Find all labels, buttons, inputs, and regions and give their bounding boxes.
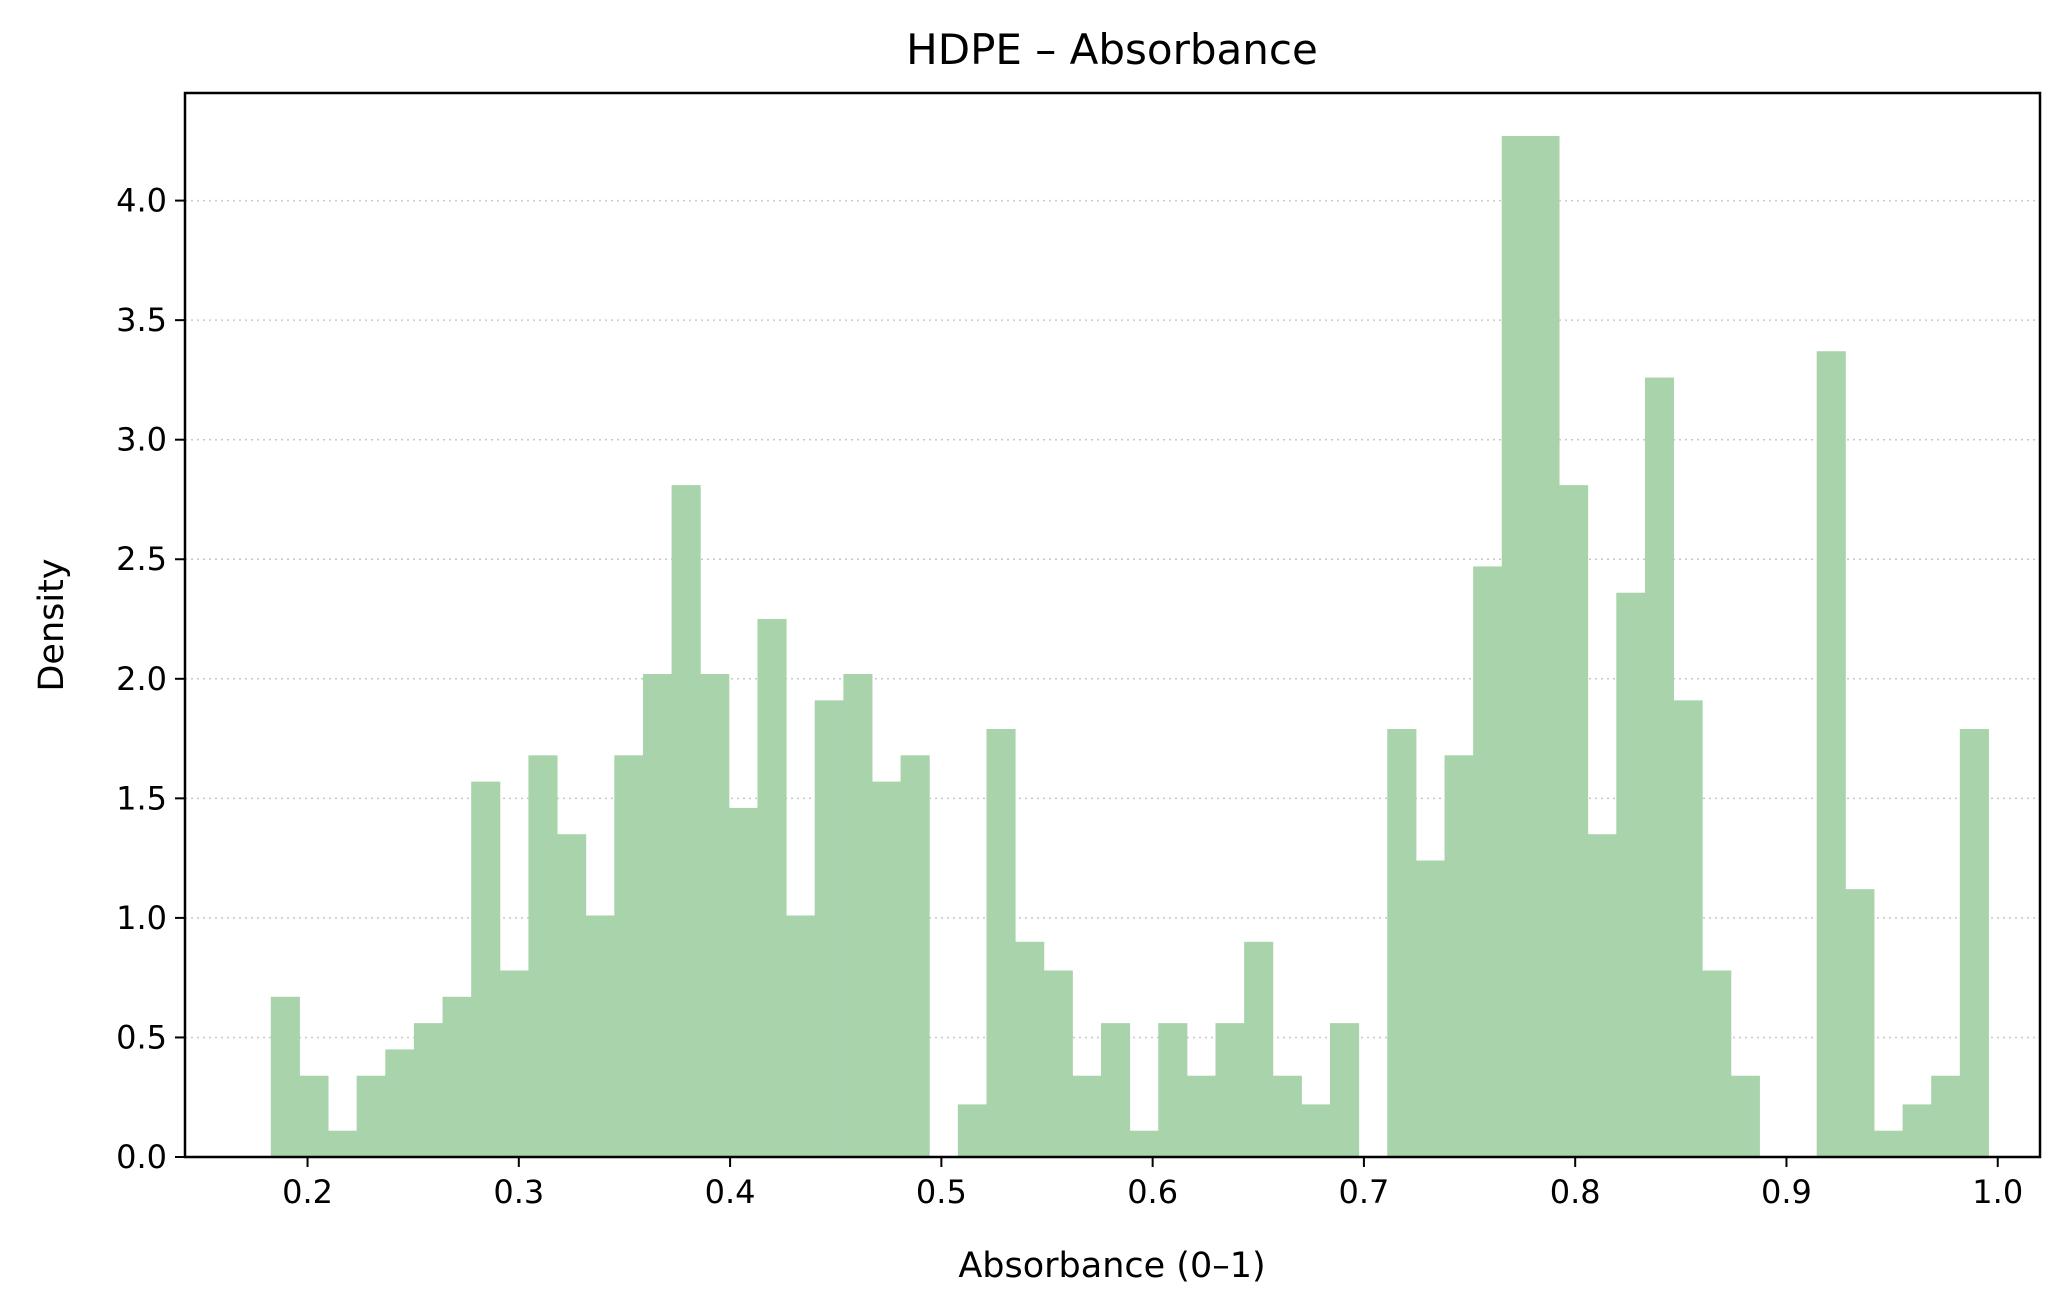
histogram-bar bbox=[843, 674, 873, 1157]
histogram-bar bbox=[299, 1075, 329, 1157]
x-axis-label: Absorbance (0–1) bbox=[958, 1246, 1265, 1286]
histogram-bars bbox=[270, 136, 1989, 1157]
histogram-bar bbox=[1501, 136, 1531, 1157]
histogram-bar bbox=[1272, 1075, 1302, 1157]
histogram-bar bbox=[1702, 970, 1732, 1157]
histogram-bar bbox=[986, 729, 1016, 1157]
histogram-bar bbox=[528, 755, 558, 1157]
histogram-bar bbox=[671, 485, 701, 1157]
histogram-bar bbox=[614, 755, 644, 1157]
histogram-bar bbox=[814, 700, 844, 1157]
histogram-bar bbox=[1559, 485, 1589, 1157]
y-tick-label: 2.0 bbox=[116, 660, 167, 698]
histogram-bar bbox=[1873, 1130, 1904, 1157]
y-tick-label: 0.5 bbox=[116, 1018, 167, 1056]
grid-lines bbox=[185, 199, 2040, 1039]
chart-title: HDPE – Absorbance bbox=[906, 25, 1318, 74]
histogram-bar bbox=[900, 755, 930, 1157]
histogram-bar bbox=[871, 781, 902, 1157]
x-tick-label: 0.7 bbox=[1338, 1173, 1389, 1211]
x-tick-label: 1.0 bbox=[1972, 1173, 2023, 1211]
histogram-bar bbox=[1530, 136, 1560, 1157]
y-tick-label: 3.0 bbox=[116, 421, 167, 459]
histogram-bar bbox=[385, 1049, 415, 1157]
histogram-bar bbox=[1244, 941, 1274, 1157]
histogram-bar bbox=[1330, 1023, 1360, 1157]
histogram-bar bbox=[728, 807, 758, 1157]
histogram-bar bbox=[1931, 1075, 1961, 1157]
histogram-bar bbox=[957, 1104, 987, 1157]
histogram-bar bbox=[499, 970, 529, 1157]
x-tick-label: 0.6 bbox=[1127, 1173, 1178, 1211]
histogram-bar bbox=[1186, 1075, 1216, 1157]
histogram-bar bbox=[786, 915, 816, 1157]
y-axis-label: Density bbox=[32, 558, 72, 691]
y-axis-ticks: 0.0 0.5 1.0 1.5 2.0 2.5 3.0 3.5 4.0 bbox=[116, 182, 185, 1176]
histogram-bar bbox=[1415, 860, 1446, 1157]
x-axis-ticks: 0.2 0.3 0.4 0.5 0.6 0.7 0.8 0.9 1.0 bbox=[282, 1157, 2023, 1211]
x-tick-label: 0.5 bbox=[916, 1173, 967, 1211]
histogram-bar bbox=[1816, 351, 1846, 1157]
histogram-bar bbox=[557, 834, 587, 1157]
histogram-bar bbox=[1959, 729, 1989, 1157]
x-tick-label: 0.8 bbox=[1550, 1173, 1601, 1211]
histogram-bar bbox=[1015, 941, 1045, 1157]
histogram-bar bbox=[471, 781, 501, 1157]
histogram-bar bbox=[1616, 592, 1646, 1157]
y-tick-label: 1.5 bbox=[116, 779, 167, 817]
histogram-bar bbox=[442, 996, 472, 1157]
histogram-bar bbox=[1473, 566, 1503, 1157]
y-tick-label: 3.5 bbox=[116, 301, 167, 339]
histogram-bar bbox=[585, 915, 615, 1157]
histogram-bar bbox=[700, 674, 730, 1157]
histogram-bar bbox=[1301, 1104, 1331, 1157]
histogram-bar bbox=[1673, 700, 1703, 1157]
histogram-bar bbox=[356, 1075, 386, 1157]
x-tick-label: 0.4 bbox=[705, 1173, 756, 1211]
histogram-bar bbox=[1100, 1023, 1131, 1157]
y-tick-label: 0.0 bbox=[116, 1138, 167, 1176]
histogram-bar bbox=[1129, 1130, 1159, 1157]
histogram-bar bbox=[1644, 377, 1675, 1157]
histogram-bar bbox=[1902, 1104, 1932, 1157]
x-tick-label: 0.9 bbox=[1761, 1173, 1812, 1211]
histogram-bar bbox=[1444, 755, 1474, 1157]
y-tick-label: 1.0 bbox=[116, 899, 167, 937]
histogram-bar bbox=[1215, 1023, 1245, 1157]
histogram-bar bbox=[1043, 970, 1073, 1157]
x-tick-label: 0.2 bbox=[282, 1173, 333, 1211]
y-tick-label: 4.0 bbox=[116, 182, 167, 220]
histogram-bar bbox=[1845, 889, 1875, 1157]
histogram-bar bbox=[642, 674, 673, 1157]
histogram-bar bbox=[328, 1130, 358, 1157]
x-tick-label: 0.3 bbox=[493, 1173, 544, 1211]
histogram-bar bbox=[1587, 834, 1617, 1157]
histogram-bar bbox=[757, 619, 787, 1157]
plot-frame bbox=[183, 91, 2042, 1159]
histogram-bar bbox=[413, 1023, 444, 1157]
histogram-bar bbox=[1387, 729, 1417, 1157]
histogram-bar bbox=[1730, 1075, 1760, 1157]
histogram-bar bbox=[1158, 1023, 1188, 1157]
histogram-bar bbox=[1072, 1075, 1102, 1157]
histogram-bar bbox=[270, 996, 300, 1157]
y-tick-label: 2.5 bbox=[116, 540, 167, 578]
